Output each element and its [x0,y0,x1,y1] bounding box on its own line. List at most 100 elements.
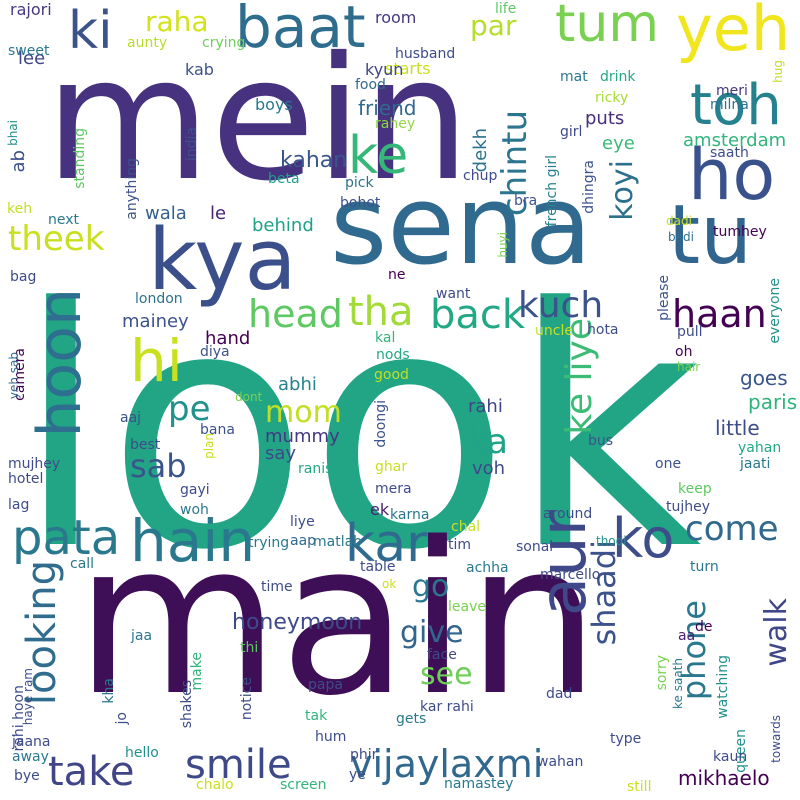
word-aap: aap [290,533,317,549]
word-little: little [715,416,760,440]
word-tujhey: tujhey [666,499,711,515]
word-ke-saath: ke saath [671,658,685,709]
word-pull: pull [677,324,703,340]
word-thi: thi [240,640,259,656]
word-type: type [610,731,642,747]
word-bhai: bhai [6,120,20,146]
word-want: want [436,286,471,302]
word-tum: tum [555,0,659,54]
word-kyun: kyun [365,60,404,79]
word-wahan: wahan [537,754,584,770]
word-screen: screen [280,777,327,793]
word-life: life [495,1,517,17]
word-bohot: bohot [340,195,381,211]
word-dont: dont [235,390,263,404]
word-rahi: rahi [468,396,503,417]
word-anything: anything [124,158,140,220]
word-hi: hi [130,327,183,395]
word-raha: raha [145,5,209,38]
word-honeymoon: honeymoon [232,610,363,635]
word-mummy: mummy [265,426,340,447]
word-main: main [75,497,600,742]
word-around: around [543,506,593,522]
word-watching: watching [715,655,731,719]
word-badi: badi [668,230,694,244]
word-keep: keep [678,481,712,497]
word-yahan: yahan [738,440,782,456]
word-come: come [685,509,779,549]
word-saath: saath [710,145,749,161]
word-aa: aa [678,628,696,644]
word-yeh: yeh [676,0,791,65]
word-trying: trying [248,535,290,551]
word-mainey: mainey [122,311,189,332]
word-amsterdam: amsterdam [683,130,787,151]
word-ye: ye [349,767,366,783]
word-achha: achha [466,560,509,576]
word-ho: ho [688,134,776,216]
word-kal: kal [375,330,396,346]
word-boys: boys [255,95,293,114]
word-ricky: ricky [595,90,629,106]
word-gets: gets [396,711,427,727]
word-jaati: jaati [740,456,771,472]
word-dekh: dekh [470,128,491,173]
word-ek: ek [370,500,390,519]
word-india: india [184,127,200,162]
word-hair: hair [677,360,701,374]
word-de: de [695,619,713,635]
word-beta: beta [268,171,300,187]
word-ko: ko [612,507,675,570]
word-mera: mera [375,481,412,497]
word-eye: eye [602,133,635,154]
word-give: give [400,615,464,650]
word-everyone: everyone [767,278,783,344]
word-bra: bra [514,193,538,209]
word-chup: chup [463,168,498,184]
word-ne: ne [388,267,406,283]
word-ka: ka [468,422,508,462]
word-bye: bye [14,768,40,784]
word-hain: hain [130,507,256,575]
word-theek: theek [8,219,105,259]
word-look: look [15,238,702,622]
word-kar: kar [345,514,428,574]
word-kar-rahi: kar rahi [420,699,474,715]
word-ok: ok [382,577,397,591]
word-aaj: aaj [120,410,142,426]
word-one: one [655,456,682,472]
word-haan: haan [672,292,767,336]
word-hand: hand [205,328,251,349]
word-tha: tha [348,289,414,335]
word-marcello: marcello [540,567,601,583]
word-chalo: chalo [196,777,234,793]
word-tak: tak [305,708,328,724]
word-hum: hum [315,729,347,745]
word-kab: kab [185,60,214,79]
word-ghar: ghar [375,459,408,475]
word-tu: tu [668,188,753,283]
word-liye: liye [290,514,315,530]
word-hotel: hotel [8,471,44,487]
word-crying: crying [202,35,246,51]
word-starts: starts [385,59,431,78]
word-mujhey: mujhey [8,456,61,472]
word-husband: husband [395,46,456,62]
word-towards: towards [769,715,783,763]
word-ranis: ranis [298,461,333,477]
word-karna: karna [390,507,430,523]
word-london: london [135,291,183,307]
word-french-girl: french girl [544,155,560,227]
word-diya: diya [200,344,230,360]
word-smile: smile [185,742,292,788]
word-dhingra: dhingra [581,160,597,214]
word-shakes: shakes [179,680,195,729]
word-oh: oh [675,344,693,360]
word-meri: meri [716,83,748,99]
word-sonal: sonal [516,539,554,555]
word-aunty: aunty [127,35,168,51]
word-ab: ab [8,150,29,173]
word-shaadi: shaadi [585,540,623,646]
word-time: time [261,579,293,595]
word-keh: keh [7,201,33,217]
